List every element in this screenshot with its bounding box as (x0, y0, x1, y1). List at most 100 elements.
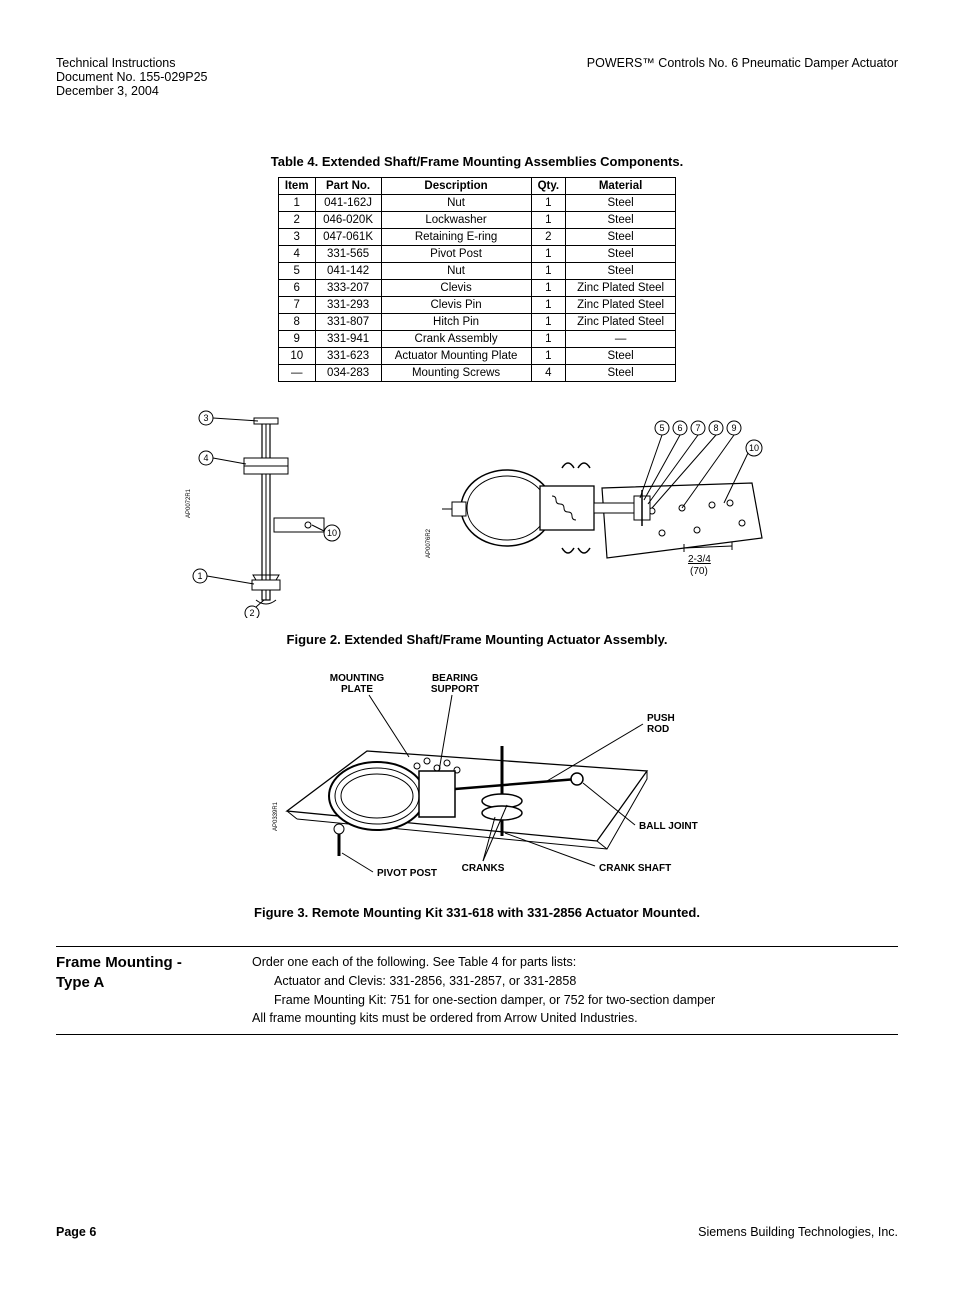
page-footer: Page 6 Siemens Building Technologies, In… (56, 1225, 898, 1239)
table-cell: Steel (566, 365, 676, 382)
table-cell: 3 (278, 229, 315, 246)
table-cell: 041-142 (315, 263, 381, 280)
label-ball-joint: BALL JOINT (639, 821, 698, 832)
table-cell: Retaining E-ring (381, 229, 531, 246)
table-cell: 4 (278, 246, 315, 263)
header-left: Technical Instructions Document No. 155-… (56, 56, 207, 98)
table-row: 5041-142Nut1Steel (278, 263, 675, 280)
table-cell: 1 (531, 195, 566, 212)
callout-label: 9 (731, 423, 736, 433)
callout-label: 10 (327, 528, 337, 538)
figure2-caption: Figure 2. Extended Shaft/Frame Mounting … (56, 632, 898, 647)
label-bearing-l1: BEARING (432, 673, 478, 684)
table-cell: Mounting Screws (381, 365, 531, 382)
callout-label: 1 (197, 571, 202, 581)
table-row: 9331-941Crank Assembly1— (278, 331, 675, 348)
table-cell: 7 (278, 297, 315, 314)
drawing-code: AP0339R1 (273, 801, 279, 831)
table-cell: Zinc Plated Steel (566, 280, 676, 297)
callout-label: 2 (249, 608, 254, 618)
dimension-value: 2-3/4 (688, 554, 711, 565)
table-cell: 2 (531, 229, 566, 246)
section-outro: All frame mounting kits must be ordered … (252, 1009, 898, 1028)
table-cell: — (566, 331, 676, 348)
table-cell: 1 (531, 246, 566, 263)
table-row: 2046-020KLockwasher1Steel (278, 212, 675, 229)
figure3-diagram: MOUNTING PLATE BEARING SUPPORT PUSH ROD … (247, 661, 707, 891)
section-body: Order one each of the following. See Tab… (252, 953, 898, 1028)
table-cell: Zinc Plated Steel (566, 314, 676, 331)
label-bearing-l2: SUPPORT (431, 684, 479, 695)
table-cell: Steel (566, 246, 676, 263)
header-right: POWERS™ Controls No. 6 Pneumatic Damper … (587, 56, 898, 98)
table-cell: Clevis (381, 280, 531, 297)
section-frame-mounting: Frame Mounting - Type A Order one each o… (56, 946, 898, 1035)
label-pivot-post: PIVOT POST (377, 868, 437, 879)
table-header-row: Item Part No. Description Qty. Material (278, 178, 675, 195)
table-cell: 047-061K (315, 229, 381, 246)
section-intro: Order one each of the following. See Tab… (252, 953, 898, 972)
table-cell: 1 (531, 331, 566, 348)
table-cell: 041-162J (315, 195, 381, 212)
table-cell: Zinc Plated Steel (566, 297, 676, 314)
table-cell: 331-941 (315, 331, 381, 348)
table-row: 4331-565Pivot Post1Steel (278, 246, 675, 263)
section-heading-line: Frame Mounting - (56, 953, 244, 973)
callout-label: 10 (749, 443, 759, 453)
header-line: December 3, 2004 (56, 84, 207, 98)
table-cell: 10 (278, 348, 315, 365)
table-cell: 4 (531, 365, 566, 382)
table-cell: 331-293 (315, 297, 381, 314)
table4: Item Part No. Description Qty. Material … (278, 177, 676, 382)
table-cell: 1 (531, 212, 566, 229)
table-cell: 331-807 (315, 314, 381, 331)
table-cell: Actuator Mounting Plate (381, 348, 531, 365)
callout-label: 7 (695, 423, 700, 433)
dimension-value-mm: (70) (690, 566, 708, 577)
table-cell: Steel (566, 212, 676, 229)
header-line: Technical Instructions (56, 56, 207, 70)
section-bullet: Actuator and Clevis: 331-2856, 331-2857,… (252, 972, 898, 991)
table-cell: Steel (566, 195, 676, 212)
table-row: 8331-807Hitch Pin1Zinc Plated Steel (278, 314, 675, 331)
table-cell: 1 (278, 195, 315, 212)
table-cell: Nut (381, 195, 531, 212)
table-cell: 1 (531, 297, 566, 314)
figure2-right-diagram: 5 6 7 8 9 10 2-3/4 (70) AP0076R2 (412, 408, 772, 608)
label-mounting-plate-l1: MOUNTING (330, 673, 385, 684)
table-row: 7331-293Clevis Pin1Zinc Plated Steel (278, 297, 675, 314)
footer-company: Siemens Building Technologies, Inc. (698, 1225, 898, 1239)
table-cell: 046-020K (315, 212, 381, 229)
label-pushrod-l1: PUSH (647, 713, 675, 724)
col-header-item: Item (278, 178, 315, 195)
table-row: 1041-162JNut1Steel (278, 195, 675, 212)
footer-page: Page 6 (56, 1225, 96, 1239)
table-cell: 1 (531, 314, 566, 331)
table-cell: Pivot Post (381, 246, 531, 263)
table-row: —034-283Mounting Screws4Steel (278, 365, 675, 382)
drawing-code: AP0076R2 (426, 528, 432, 558)
callout-label: 5 (659, 423, 664, 433)
page-header: Technical Instructions Document No. 155-… (56, 56, 898, 98)
label-cranks: CRANKS (462, 863, 505, 874)
table-cell: Lockwasher (381, 212, 531, 229)
callout-label: 3 (203, 413, 208, 423)
label-mounting-plate-l2: PLATE (341, 684, 373, 695)
label-pushrod-l2: ROD (647, 724, 669, 735)
table-cell: 331-623 (315, 348, 381, 365)
drawing-code: AP0072R1 (186, 488, 192, 518)
table-cell: 034-283 (315, 365, 381, 382)
table-row: 10331-623Actuator Mounting Plate1Steel (278, 348, 675, 365)
table-cell: 331-565 (315, 246, 381, 263)
table-cell: 2 (278, 212, 315, 229)
col-header-qty: Qty. (531, 178, 566, 195)
table-cell: Nut (381, 263, 531, 280)
table-row: 6333-207Clevis1Zinc Plated Steel (278, 280, 675, 297)
callout-label: 4 (203, 453, 208, 463)
callout-label: 8 (713, 423, 718, 433)
section-heading: Frame Mounting - Type A (56, 953, 252, 1028)
table-cell: 333-207 (315, 280, 381, 297)
col-header-partno: Part No. (315, 178, 381, 195)
table-cell: Steel (566, 229, 676, 246)
col-header-material: Material (566, 178, 676, 195)
